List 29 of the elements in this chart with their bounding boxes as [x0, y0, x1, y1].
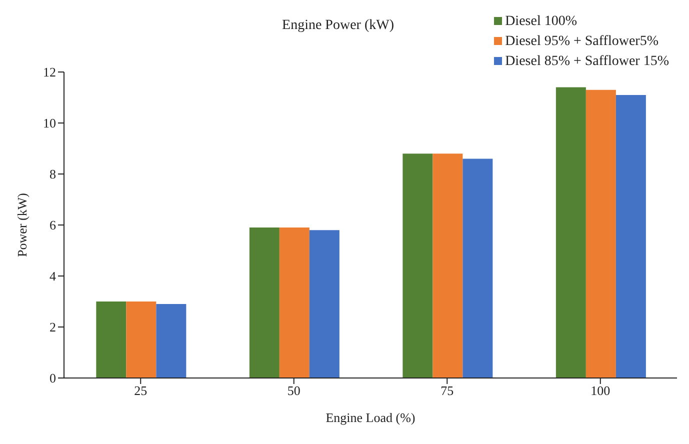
y-tick-label: 2 — [50, 320, 56, 335]
legend-label: Diesel 100% — [505, 14, 577, 29]
y-tick-label: 4 — [50, 268, 56, 284]
bar — [126, 302, 156, 378]
bar — [556, 87, 586, 378]
bar — [432, 154, 463, 378]
legend-label: Diesel 85% + Safflower 15% — [505, 54, 669, 69]
bar — [249, 228, 280, 378]
y-axis-title: Power (kW) — [14, 193, 30, 257]
y-tick-label: 8 — [50, 166, 56, 182]
x-tick-label: 100 — [590, 383, 610, 398]
chart-title: Engine Power (kW) — [282, 18, 394, 33]
bar — [462, 158, 493, 378]
bar — [309, 230, 340, 378]
x-tick-label: 50 — [287, 383, 300, 398]
y-tick-label: 6 — [50, 218, 56, 233]
y-tick-label: 0 — [50, 370, 56, 386]
x-tick-label: 75 — [440, 383, 454, 398]
bar — [96, 302, 126, 378]
y-tick-label: 12 — [43, 64, 56, 80]
bar — [586, 90, 616, 378]
bar — [616, 94, 646, 378]
x-tick-label: 25 — [134, 383, 148, 398]
y-tick-label: 10 — [43, 116, 56, 131]
bar — [279, 228, 310, 378]
bar — [156, 304, 186, 378]
bar — [402, 154, 433, 378]
legend-label: Diesel 95% + Safflower5% — [505, 34, 658, 49]
x-axis-title: Engine Load (%) — [326, 410, 416, 425]
